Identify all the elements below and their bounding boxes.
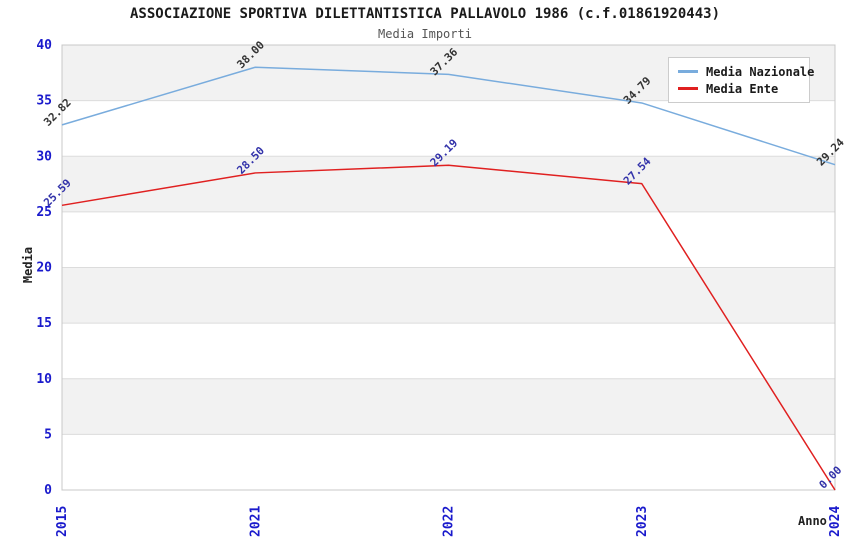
legend-label-ente: Media Ente bbox=[706, 81, 779, 96]
chart-subtitle: Media Importi bbox=[378, 27, 472, 41]
legend-line-swatch-ente bbox=[678, 87, 698, 90]
x-tick-label: 2021 bbox=[248, 506, 263, 537]
x-tick-label: 2015 bbox=[55, 506, 70, 537]
chart-title: ASSOCIAZIONE SPORTIVA DILETTANTISTICA PA… bbox=[129, 6, 720, 22]
x-tick-label: 2022 bbox=[442, 506, 457, 537]
legend-line-swatch-nazionale bbox=[678, 70, 698, 73]
y-tick-label: 15 bbox=[36, 316, 52, 331]
plot-band bbox=[62, 378, 835, 435]
legend-label-nazionale: Media Nazionale bbox=[706, 64, 815, 79]
plot-band bbox=[62, 323, 835, 379]
series-line-media-nazionale bbox=[61, 66, 836, 166]
y-tick-label: 30 bbox=[36, 149, 52, 164]
y-tick-label: 25 bbox=[36, 205, 52, 220]
y-axis-title: Media bbox=[21, 246, 35, 284]
legend-item-media-nazionale: Media Nazionale bbox=[678, 63, 814, 80]
legend: Media Nazionale Media Ente bbox=[668, 57, 814, 103]
plot-border bbox=[61, 44, 836, 491]
plot-band bbox=[62, 434, 835, 490]
legend-item-media-ente: Media Ente bbox=[678, 80, 800, 97]
plot-band bbox=[62, 211, 835, 268]
y-tick-label: 10 bbox=[36, 372, 52, 387]
x-tick-label: 2024 bbox=[828, 506, 843, 537]
x-tick-label: 2023 bbox=[635, 506, 650, 537]
y-tick-label: 5 bbox=[44, 427, 52, 442]
y-tick-label: 35 bbox=[36, 94, 52, 109]
plot-band bbox=[62, 100, 835, 157]
y-tick-label: 40 bbox=[36, 38, 52, 53]
plot-band bbox=[62, 267, 835, 324]
y-tick-label: 0 bbox=[44, 483, 52, 498]
y-tick-label: 20 bbox=[36, 261, 52, 276]
series-line-media-ente bbox=[61, 164, 836, 491]
x-axis-title: Anno bbox=[798, 514, 827, 528]
